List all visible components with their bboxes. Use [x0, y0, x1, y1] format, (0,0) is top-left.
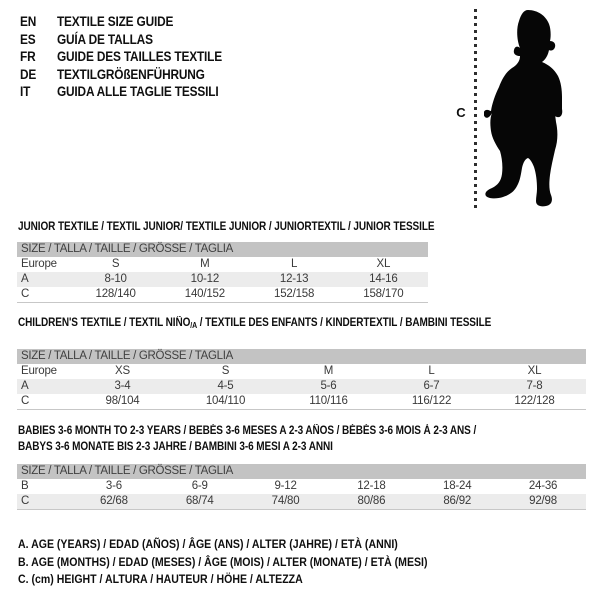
- lang-code: ES: [20, 31, 36, 47]
- lang-code: IT: [20, 84, 31, 100]
- height-cell: 152/158: [274, 288, 315, 300]
- children-section-title: CHILDREN'S TEXTILE / TEXTIL NIÑO/A / TEX…: [18, 315, 491, 334]
- table-row-europe: Europe S M L XL: [17, 257, 428, 272]
- age-cell: 6-7: [423, 380, 440, 392]
- table-row-height: C 62/68 68/74 74/80 80/86 86/92 92/98: [17, 494, 586, 509]
- junior-section-title: JUNIOR TEXTILE / TEXTIL JUNIOR/ TEXTILE …: [18, 221, 435, 233]
- table-row-months: B 3-6 6-9 9-12 12-18 18-24 24-36: [17, 479, 586, 494]
- children-title-subscript: /A: [190, 321, 198, 330]
- age-cell: 8-10: [104, 273, 127, 285]
- lang-row-it: IT GUIDA ALLE TAGLIE TESSILI: [20, 83, 222, 101]
- table-row-height: C 98/104 104/110 110/116 116/122 122/128: [17, 394, 586, 409]
- height-cell: 104/110: [205, 395, 246, 407]
- children-title-part2: / TEXTILE DES ENFANTS / KINDERTEXTIL / B…: [197, 317, 492, 329]
- table-row-age: A 3-4 4-5 5-6 6-7 7-8: [17, 379, 586, 394]
- height-cell: 140/152: [184, 288, 225, 300]
- lang-row-es: ES GUÍA DE TALLAS: [20, 31, 222, 49]
- row-label: A: [21, 273, 29, 285]
- age-cell: 14-16: [369, 273, 398, 285]
- months-cell: 24-36: [528, 480, 558, 492]
- height-measure-label: C: [456, 105, 466, 120]
- table-row-age: A 8-10 10-12 12-13 14-16: [17, 272, 428, 287]
- toddler-silhouette-image: [484, 10, 563, 207]
- height-cell: 74/80: [271, 495, 300, 507]
- height-cell: 68/74: [185, 495, 214, 507]
- row-label: C: [21, 395, 30, 407]
- height-cell: 116/122: [411, 395, 452, 407]
- language-header: EN TEXTILE SIZE GUIDE ES GUÍA DE TALLAS …: [20, 13, 222, 101]
- row-label: A: [21, 380, 29, 392]
- size-header-bar: SIZE / TALLA / TAILLE / GRÖSSE / TAGLIA: [17, 464, 586, 479]
- height-cell: 92/98: [529, 495, 557, 507]
- age-cell: 10-12: [190, 273, 220, 285]
- babies-title-line1: BABIES 3-6 MONTH TO 2-3 YEARS / BEBÉS 3-…: [18, 425, 477, 437]
- height-cell: 62/68: [100, 495, 128, 507]
- size-cell: L: [291, 258, 298, 270]
- lang-code: DE: [20, 66, 37, 82]
- row-label: Europe: [21, 365, 57, 377]
- height-cell: 110/116: [309, 395, 348, 407]
- lang-row-de: DE TEXTILGRÖßENFÜHRUNG: [20, 66, 222, 84]
- size-cell: L: [428, 365, 435, 377]
- height-cell: 98/104: [105, 395, 140, 407]
- footnote-a: A. AGE (YEARS) / EDAD (AÑOS) / ÂGE (ANS)…: [18, 537, 398, 551]
- size-header-bar: SIZE / TALLA / TAILLE / GRÖSSE / TAGLIA: [17, 349, 586, 364]
- row-label: Europe: [21, 258, 57, 270]
- months-cell: 6-9: [191, 480, 208, 492]
- size-cell: XL: [527, 365, 542, 377]
- size-cell: S: [111, 258, 120, 270]
- row-label: C: [21, 495, 30, 507]
- size-cell: XS: [115, 365, 130, 377]
- height-cell: 122/128: [514, 395, 555, 407]
- age-cell: 4-5: [217, 380, 234, 392]
- size-header-bar: SIZE / TALLA / TAILLE / GRÖSSE / TAGLIA: [17, 242, 428, 257]
- age-cell: 12-13: [279, 273, 309, 285]
- junior-size-table: SIZE / TALLA / TAILLE / GRÖSSE / TAGLIA …: [17, 242, 428, 303]
- footnote-c: C. (cm) HEIGHT / ALTURA / HAUTEUR / HÖHE…: [18, 572, 303, 586]
- height-cell: 86/92: [443, 495, 472, 507]
- age-cell: 3-4: [114, 380, 131, 392]
- children-size-table: SIZE / TALLA / TAILLE / GRÖSSE / TAGLIA …: [17, 349, 586, 410]
- age-cell: 7-8: [526, 380, 543, 392]
- height-cell: 80/86: [357, 495, 386, 507]
- height-dotted-line: [474, 9, 477, 209]
- months-cell: 12-18: [357, 480, 386, 492]
- lang-title: TEXTILGRÖßENFÜHRUNG: [56, 66, 205, 82]
- age-cell: 5-6: [320, 380, 337, 392]
- lang-title: GUIDA ALLE TAGLIE TESSILI: [56, 84, 219, 100]
- size-cell: M: [200, 258, 210, 270]
- months-cell: 9-12: [274, 480, 297, 492]
- size-cell: S: [221, 365, 230, 377]
- lang-row-fr: FR GUIDE DES TAILLES TEXTILE: [20, 48, 222, 66]
- lang-code: FR: [20, 49, 36, 65]
- row-label: C: [21, 288, 30, 300]
- babies-section-title: BABIES 3-6 MONTH TO 2-3 YEARS / BEBÉS 3-…: [18, 423, 476, 455]
- legend-footnotes: A. AGE (YEARS) / EDAD (AÑOS) / ÂGE (ANS)…: [18, 536, 427, 589]
- lang-row-en: EN TEXTILE SIZE GUIDE: [20, 13, 222, 31]
- size-cell: M: [323, 365, 334, 377]
- size-cell: XL: [376, 258, 391, 270]
- children-title-part1: CHILDREN'S TEXTILE / TEXTIL NIÑO: [18, 317, 191, 329]
- table-row-europe: Europe XS S M L XL: [17, 364, 586, 379]
- row-label: B: [21, 480, 29, 492]
- footnote-b: B. AGE (MONTHS) / EDAD (MESES) / ÂGE (MO…: [18, 554, 428, 569]
- table-row-height: C 128/140 140/152 152/158 158/170: [17, 287, 428, 302]
- lang-title: TEXTILE SIZE GUIDE: [56, 14, 174, 29]
- months-cell: 3-6: [105, 480, 122, 492]
- babies-size-table: SIZE / TALLA / TAILLE / GRÖSSE / TAGLIA …: [17, 464, 586, 510]
- babies-title-line2: BABYS 3-6 MONATE BIS 2-3 JAHRE / BAMBINI…: [18, 441, 333, 453]
- height-cell: 158/170: [363, 288, 404, 300]
- lang-title: GUÍA DE TALLAS: [56, 31, 153, 47]
- height-cell: 128/140: [95, 288, 136, 300]
- lang-title: GUIDE DES TAILLES TEXTILE: [56, 49, 222, 65]
- months-cell: 18-24: [443, 480, 472, 492]
- lang-code: EN: [20, 14, 37, 29]
